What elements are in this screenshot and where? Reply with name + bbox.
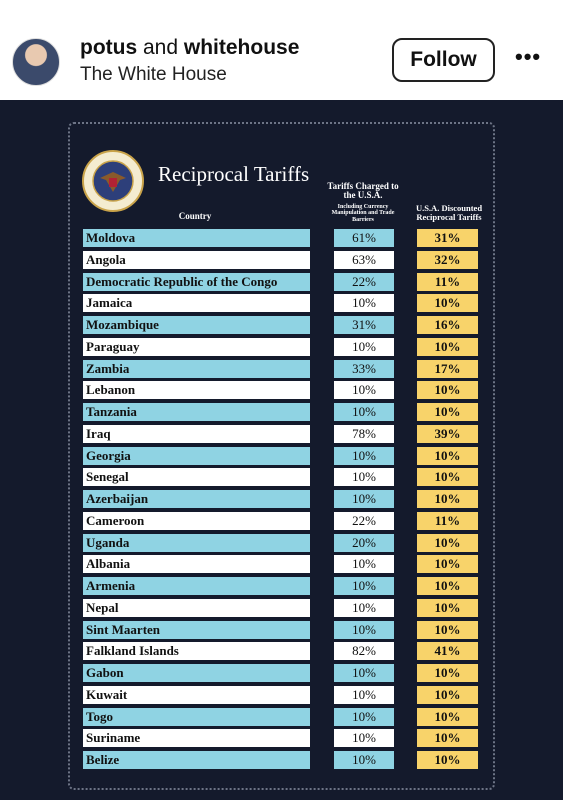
charged-cell: 10% xyxy=(334,294,394,313)
country-cell: Georgia xyxy=(83,446,310,465)
charged-cell: 10% xyxy=(334,555,394,574)
charged-cell: 10% xyxy=(334,685,394,704)
discounted-cell: 41% xyxy=(417,642,478,661)
discounted-cell: 11% xyxy=(417,511,478,530)
country-cell: Lebanon xyxy=(83,381,310,400)
discounted-cell: 10% xyxy=(417,620,478,639)
col-subheader: Including Currency Manipulation and Trad… xyxy=(331,204,395,223)
charged-cell: 10% xyxy=(334,468,394,487)
discounted-cell: 10% xyxy=(417,555,478,574)
discounted-cell: 17% xyxy=(417,359,478,378)
discounted-cell: 31% xyxy=(417,229,478,247)
country-cell: Jamaica xyxy=(83,294,310,313)
more-button[interactable]: ••• xyxy=(515,44,542,69)
country-cell: Sint Maarten xyxy=(83,620,310,639)
discounted-cell: 10% xyxy=(417,664,478,682)
charged-cell: 22% xyxy=(334,272,394,291)
charged-cell: 33% xyxy=(334,359,394,378)
discounted-cell: 10% xyxy=(417,707,478,726)
charged-cell: 10% xyxy=(334,381,394,400)
frame xyxy=(68,122,495,790)
charged-cell: 78% xyxy=(334,424,394,443)
country-cell: Nepal xyxy=(83,598,310,617)
charged-cell: 20% xyxy=(334,533,394,552)
discounted-cell: 10% xyxy=(417,685,478,704)
discounted-cell: 10% xyxy=(417,533,478,552)
follow-button[interactable]: Follow xyxy=(392,38,495,82)
country-cell: Paraguay xyxy=(83,337,310,356)
country-cell: Moldova xyxy=(83,229,310,247)
country-cell: Democratic Republic of the Congo xyxy=(83,272,310,291)
charged-cell: 10% xyxy=(334,490,394,508)
discounted-cell: 10% xyxy=(417,337,478,356)
discounted-cell: 10% xyxy=(417,751,478,769)
country-cell: Albania xyxy=(83,555,310,574)
country-cell: Zambia xyxy=(83,359,310,378)
charged-cell: 10% xyxy=(334,598,394,617)
country-cell: Iraq xyxy=(83,424,310,443)
country-cell: Cameroon xyxy=(83,511,310,530)
charged-cell: 82% xyxy=(334,642,394,661)
discounted-cell: 10% xyxy=(417,403,478,421)
avatar[interactable] xyxy=(12,38,60,86)
discounted-cell: 10% xyxy=(417,294,478,313)
country-cell: Kuwait xyxy=(83,685,310,704)
user-1[interactable]: potus xyxy=(80,36,138,59)
country-cell: Senegal xyxy=(83,468,310,487)
discounted-cell: 10% xyxy=(417,381,478,400)
table-title: Reciprocal Tariffs xyxy=(158,162,310,186)
discounted-cell: 32% xyxy=(417,250,478,269)
country-cell: Mozambique xyxy=(83,316,310,334)
discounted-cell: 10% xyxy=(417,577,478,595)
country-cell: Togo xyxy=(83,707,310,726)
username[interactable]: potus and whitehouse xyxy=(80,36,299,60)
discounted-cell: 39% xyxy=(417,424,478,443)
user-2[interactable]: whitehouse xyxy=(183,36,300,59)
country-cell: Falkland Islands xyxy=(83,642,310,661)
country-cell: Armenia xyxy=(83,577,310,595)
country-cell: Gabon xyxy=(83,664,310,682)
col-header: Tariffs Charged to the U.S.A. xyxy=(327,181,399,201)
charged-cell: 10% xyxy=(334,751,394,769)
country-cell: Tanzania xyxy=(83,403,310,421)
discounted-cell: 16% xyxy=(417,316,478,334)
subtitle: The White House xyxy=(80,64,227,85)
user-joiner: and xyxy=(143,36,179,59)
col-header: Country xyxy=(178,211,212,221)
country-cell: Angola xyxy=(83,250,310,269)
discounted-cell: 10% xyxy=(417,598,478,617)
seal xyxy=(82,150,144,212)
charged-cell: 31% xyxy=(334,316,394,334)
charged-cell: 63% xyxy=(334,250,394,269)
country-cell: Azerbaijan xyxy=(83,490,310,508)
charged-cell: 10% xyxy=(334,403,394,421)
country-cell: Suriname xyxy=(83,729,310,748)
discounted-cell: 10% xyxy=(417,468,478,487)
charged-cell: 10% xyxy=(334,707,394,726)
discounted-cell: 10% xyxy=(417,729,478,748)
post-image: Reciprocal Tariffs Country Tariffs Charg… xyxy=(0,100,563,800)
col-header: U.S.A. Discounted Reciprocal Tariffs xyxy=(415,203,483,222)
charged-cell: 10% xyxy=(334,729,394,748)
country-cell: Belize xyxy=(83,751,310,769)
post-header: potus and whitehouse The White House Fol… xyxy=(0,0,563,100)
charged-cell: 10% xyxy=(334,446,394,465)
charged-cell: 22% xyxy=(334,511,394,530)
charged-cell: 10% xyxy=(334,337,394,356)
discounted-cell: 11% xyxy=(417,272,478,291)
discounted-cell: 10% xyxy=(417,446,478,465)
country-cell: Uganda xyxy=(83,533,310,552)
charged-cell: 10% xyxy=(334,577,394,595)
discounted-cell: 10% xyxy=(417,490,478,508)
charged-cell: 10% xyxy=(334,664,394,682)
charged-cell: 10% xyxy=(334,620,394,639)
charged-cell: 61% xyxy=(334,229,394,247)
